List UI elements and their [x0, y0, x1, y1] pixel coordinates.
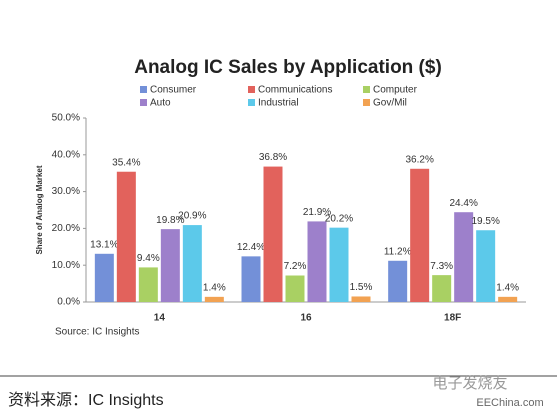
- y-tick-label: 10.0%: [52, 260, 80, 271]
- legend-swatch: [363, 86, 370, 93]
- value-label: 21.9%: [303, 207, 331, 218]
- chart-title: Analog IC Sales by Application ($): [134, 57, 442, 78]
- bar: [329, 227, 349, 302]
- value-label: 35.4%: [112, 157, 140, 168]
- bar: [388, 260, 408, 302]
- legend-label: Gov/Mil: [373, 98, 407, 109]
- watermark: 电子发烧友: [432, 375, 507, 392]
- value-label: 36.8%: [259, 152, 287, 163]
- y-tick-label: 30.0%: [52, 186, 80, 197]
- bar: [454, 212, 474, 302]
- value-label: 19.5%: [471, 216, 499, 227]
- bar: [116, 171, 136, 302]
- value-label: 20.9%: [178, 211, 206, 222]
- legend-label: Consumer: [150, 85, 197, 96]
- value-label: 20.2%: [325, 213, 353, 224]
- x-tick-label: 16: [300, 313, 312, 324]
- legend-label: Auto: [150, 98, 171, 109]
- value-label: 13.1%: [90, 239, 118, 250]
- bar: [498, 296, 518, 302]
- value-label: 12.4%: [237, 242, 265, 253]
- value-label: 1.4%: [496, 282, 519, 293]
- bar: [204, 296, 224, 302]
- legend-swatch: [248, 86, 255, 93]
- bar: [432, 275, 452, 302]
- bar: [410, 168, 430, 302]
- y-tick-label: 20.0%: [52, 223, 80, 234]
- bar: [94, 253, 114, 302]
- x-tick-label: 18F: [444, 313, 461, 324]
- value-label: 7.3%: [430, 261, 453, 272]
- bar: [138, 267, 158, 302]
- bar: [241, 256, 261, 302]
- value-label: 1.4%: [203, 282, 226, 293]
- source-note: Source: IC Insights: [55, 327, 139, 338]
- bar: [285, 275, 305, 302]
- value-label: 24.4%: [449, 198, 477, 209]
- value-label: 7.2%: [284, 261, 307, 272]
- bar: [476, 230, 496, 302]
- x-tick-label: 14: [154, 313, 166, 324]
- caption: 资料来源：IC Insights: [8, 391, 164, 409]
- legend-swatch: [140, 86, 147, 93]
- bar: [182, 225, 202, 302]
- bar: [263, 166, 283, 302]
- bar: [160, 229, 180, 302]
- legend-swatch: [363, 99, 370, 106]
- y-axis-title: Share of Analog Market: [35, 165, 44, 254]
- y-tick-label: 0.0%: [57, 297, 80, 308]
- legend-label: Computer: [373, 85, 418, 96]
- y-tick-label: 40.0%: [52, 149, 80, 160]
- legend-swatch: [140, 99, 147, 106]
- value-label: 19.8%: [156, 215, 184, 226]
- value-label: 9.4%: [137, 253, 160, 264]
- bar: [351, 296, 371, 302]
- site: EEChina.com: [476, 397, 543, 409]
- legend-label: Industrial: [258, 98, 299, 109]
- value-label: 11.2%: [384, 246, 412, 257]
- value-label: 1.5%: [350, 282, 373, 293]
- value-label: 36.2%: [405, 154, 433, 165]
- bar: [307, 221, 327, 302]
- y-tick-label: 50.0%: [52, 113, 80, 124]
- legend-label: Communications: [258, 85, 332, 96]
- legend-swatch: [248, 99, 255, 106]
